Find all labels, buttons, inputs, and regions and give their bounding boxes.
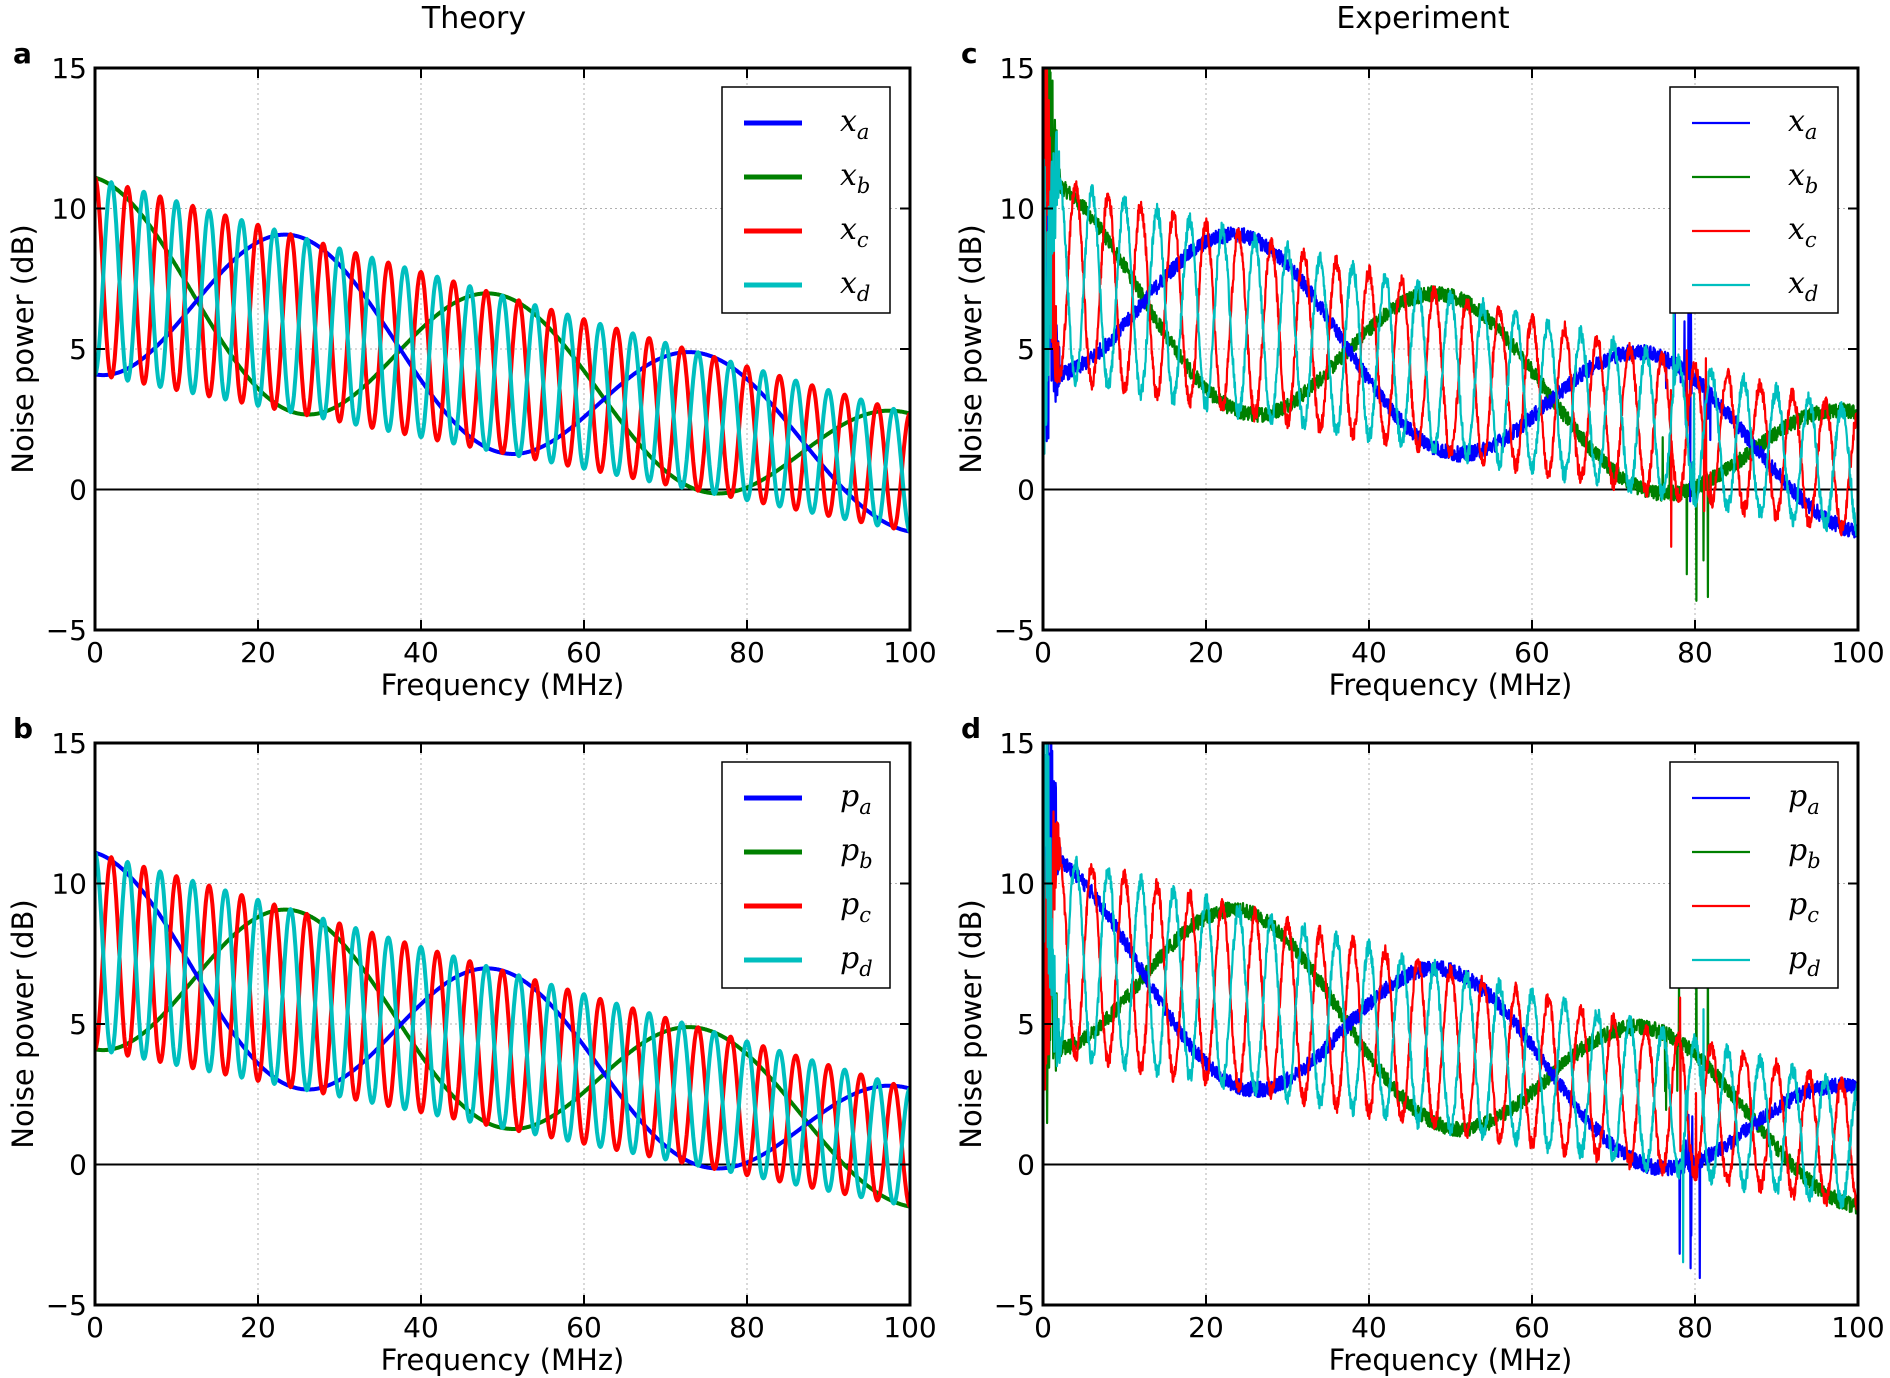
series-lines: [1043, 68, 1858, 602]
legend-label-p-a: pa: [1788, 779, 1820, 819]
x-tick-label: 20: [240, 1311, 276, 1344]
y-tick-label: 15: [999, 52, 1035, 85]
column-title-theory: Theory: [421, 1, 526, 36]
x-tick-label: 100: [883, 636, 936, 669]
y-tick-label: 10: [51, 193, 87, 226]
y-tick-label: −5: [46, 1289, 87, 1322]
panel-letter: d: [961, 712, 981, 745]
series-line-x-d: [95, 180, 910, 534]
x-tick-label: 100: [1831, 636, 1884, 669]
x-tick-label: 80: [729, 1311, 765, 1344]
legend-label-x-d: xd: [1788, 266, 1818, 306]
series-lines: [1043, 743, 1858, 1280]
x-tick-label: 20: [1188, 636, 1224, 669]
series-line-p-d: [1043, 743, 1858, 1264]
x-tick-label: 0: [1034, 636, 1052, 669]
series-line-x-c: [1043, 68, 1858, 548]
legend-label-p-d: pd: [840, 941, 873, 981]
y-tick-label: −5: [46, 614, 87, 647]
x-axis-label: Frequency (MHz): [1329, 668, 1573, 702]
y-tick-label: 0: [69, 474, 87, 507]
x-tick-label: 80: [1677, 1311, 1713, 1344]
x-tick-label: 20: [1188, 1311, 1224, 1344]
y-tick-label: −5: [994, 614, 1035, 647]
legend-box: [1669, 761, 1839, 989]
legend-label-p-c: pc: [840, 887, 871, 927]
x-tick-label: 40: [403, 636, 439, 669]
y-tick-label: 0: [69, 1149, 87, 1182]
y-tick-label: 5: [69, 333, 87, 366]
y-tick-label: −5: [994, 1289, 1035, 1322]
x-tick-label: 60: [566, 1311, 602, 1344]
y-axis-label: Noise power (dB): [954, 899, 988, 1148]
x-tick-label: 60: [566, 636, 602, 669]
y-tick-label: 5: [69, 1008, 87, 1041]
x-tick-label: 100: [1831, 1311, 1884, 1344]
x-axis-label: Frequency (MHz): [1329, 1343, 1573, 1377]
y-tick-label: 0: [1017, 1149, 1035, 1182]
y-tick-label: 15: [51, 727, 87, 760]
x-tick-label: 20: [240, 636, 276, 669]
x-tick-label: 40: [1351, 636, 1387, 669]
x-axis-label: Frequency (MHz): [381, 668, 625, 702]
series-line-p-c: [95, 855, 910, 1209]
series-line-x-d: [1043, 130, 1858, 540]
series-line-p-d: [95, 851, 910, 1206]
y-axis-label: Noise power (dB): [6, 224, 40, 473]
y-tick-label: 15: [999, 727, 1035, 760]
series-lines: [95, 850, 910, 1209]
series-line-p-c: [1043, 810, 1858, 1211]
x-tick-label: 60: [1514, 636, 1550, 669]
column-title-experiment: Experiment: [1336, 1, 1510, 36]
series-lines: [95, 175, 910, 534]
x-tick-label: 0: [1034, 1311, 1052, 1344]
panel-letter: b: [13, 712, 33, 745]
x-tick-label: 0: [86, 1311, 104, 1344]
y-tick-label: 15: [51, 52, 87, 85]
y-axis-label: Noise power (dB): [954, 224, 988, 473]
x-tick-label: 40: [403, 1311, 439, 1344]
y-axis-label: Noise power (dB): [6, 899, 40, 1148]
x-tick-label: 80: [1677, 636, 1713, 669]
series-line-x-c: [95, 176, 910, 531]
panel-letter: c: [961, 37, 978, 70]
y-tick-label: 5: [1017, 333, 1035, 366]
y-tick-label: 10: [51, 868, 87, 901]
y-tick-label: 5: [1017, 1008, 1035, 1041]
x-axis-label: Frequency (MHz): [381, 1343, 625, 1377]
x-tick-label: 100: [883, 1311, 936, 1344]
y-tick-label: 0: [1017, 474, 1035, 507]
x-tick-label: 80: [729, 636, 765, 669]
x-tick-label: 40: [1351, 1311, 1387, 1344]
legend-box: [1669, 86, 1839, 314]
y-tick-label: 10: [999, 868, 1035, 901]
x-tick-label: 0: [86, 636, 104, 669]
panel-letter: a: [13, 37, 32, 70]
x-tick-label: 60: [1514, 1311, 1550, 1344]
y-tick-label: 10: [999, 193, 1035, 226]
